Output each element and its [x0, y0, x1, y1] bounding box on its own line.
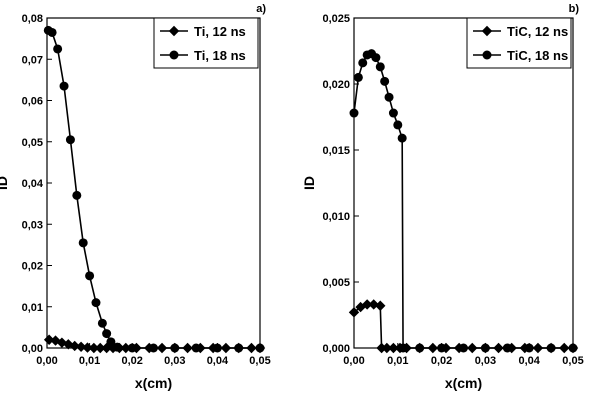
panel-label: a)	[256, 3, 266, 15]
marker-circle	[91, 298, 101, 308]
y-tick-label: 0,02	[22, 261, 43, 273]
marker-circle	[524, 343, 534, 353]
x-tick-label: 0,04	[518, 355, 540, 367]
marker-circle	[106, 337, 116, 347]
marker-circle	[255, 343, 265, 353]
y-axis-label: ID	[301, 176, 317, 190]
x-tick-label: 0,00	[343, 355, 364, 367]
marker-circle	[384, 92, 394, 102]
marker-circle	[482, 50, 492, 60]
marker-circle	[388, 108, 398, 118]
x-tick-label: 0,03	[164, 355, 185, 367]
marker-diamond	[381, 342, 393, 354]
x-axis-label: x(cm)	[445, 375, 482, 391]
legend-box	[466, 17, 572, 69]
marker-circle	[480, 343, 490, 353]
marker-circle	[380, 76, 390, 86]
marker-circle	[149, 343, 158, 353]
y-tick-label: 0,000	[322, 343, 350, 355]
y-tick-label: 0,04	[22, 178, 44, 190]
x-tick-label: 0,03	[475, 355, 496, 367]
x-tick-label: 0,02	[121, 355, 142, 367]
y-tick-label: 0,020	[322, 79, 350, 91]
y-tick-label: 0,005	[322, 277, 350, 289]
legend-label: Ti, 12 ns	[194, 24, 246, 39]
marker-circle	[459, 343, 468, 353]
marker-diamond	[376, 342, 387, 354]
marker-circle	[234, 343, 244, 353]
marker-circle	[78, 238, 88, 248]
marker-circle	[112, 342, 122, 352]
legend-label: Ti, 18 ns	[194, 48, 246, 63]
x-tick-label: 0,00	[36, 355, 57, 367]
marker-circle	[349, 108, 359, 118]
marker-circle	[47, 27, 57, 37]
marker-diamond	[43, 334, 55, 345]
marker-circle	[102, 329, 112, 339]
marker-circle	[393, 120, 403, 130]
series-line	[47, 29, 260, 349]
marker-circle	[415, 343, 425, 353]
marker-circle	[85, 271, 95, 281]
y-tick-label: 0,07	[22, 54, 43, 66]
legend-label: TiC, 12 ns	[507, 24, 568, 39]
marker-diamond	[388, 342, 399, 354]
marker-circle	[371, 53, 381, 63]
marker-circle	[212, 343, 222, 353]
marker-circle	[97, 318, 107, 328]
legend-label: TiC, 18 ns	[507, 48, 568, 63]
marker-circle	[65, 135, 75, 145]
marker-circle	[127, 343, 137, 353]
y-tick-label: 0,06	[22, 96, 43, 108]
marker-diamond	[95, 342, 106, 354]
marker-diamond	[75, 341, 87, 352]
marker-diamond	[348, 307, 360, 318]
marker-circle	[59, 81, 69, 91]
series-line	[353, 303, 573, 349]
x-tick-label: 0,04	[207, 355, 229, 367]
x-tick-label: 0,01	[79, 355, 100, 367]
marker-circle	[170, 343, 180, 353]
marker-circle	[502, 343, 512, 353]
y-tick-label: 0,00	[22, 343, 43, 355]
y-tick-label: 0,010	[322, 211, 350, 223]
x-tick-label: 0,02	[431, 355, 452, 367]
y-tick-label: 0,015	[322, 145, 350, 157]
y-tick-label: 0,05	[22, 137, 43, 149]
marker-circle	[375, 62, 385, 72]
marker-circle	[53, 44, 63, 54]
legend-box	[153, 17, 259, 69]
marker-circle	[358, 58, 368, 68]
panel-label: b)	[569, 3, 580, 15]
marker-diamond	[69, 340, 80, 352]
marker-diamond	[375, 300, 386, 311]
marker-circle	[398, 343, 408, 353]
marker-circle	[353, 72, 363, 82]
marker-circle	[169, 50, 179, 60]
y-tick-label: 0,01	[22, 302, 43, 314]
marker-diamond	[82, 342, 93, 353]
x-tick-label: 0,05	[249, 355, 270, 367]
marker-diamond	[481, 25, 493, 37]
y-axis-label: ID	[0, 176, 10, 190]
marker-circle	[191, 343, 201, 353]
marker-diamond	[368, 299, 379, 310]
y-tick-label: 0,08	[22, 13, 43, 25]
x-tick-label: 0,01	[387, 355, 408, 367]
marker-circle	[397, 133, 407, 143]
marker-diamond	[168, 25, 180, 37]
marker-diamond	[361, 299, 373, 310]
x-tick-label: 0,05	[562, 355, 583, 367]
marker-diamond	[88, 342, 100, 354]
y-tick-label: 0,03	[22, 219, 43, 231]
marker-circle	[568, 343, 578, 353]
marker-circle	[546, 343, 556, 353]
x-axis-label: x(cm)	[135, 375, 172, 391]
y-tick-label: 0,025	[322, 13, 350, 25]
marker-circle	[437, 343, 447, 353]
marker-circle	[72, 190, 82, 200]
